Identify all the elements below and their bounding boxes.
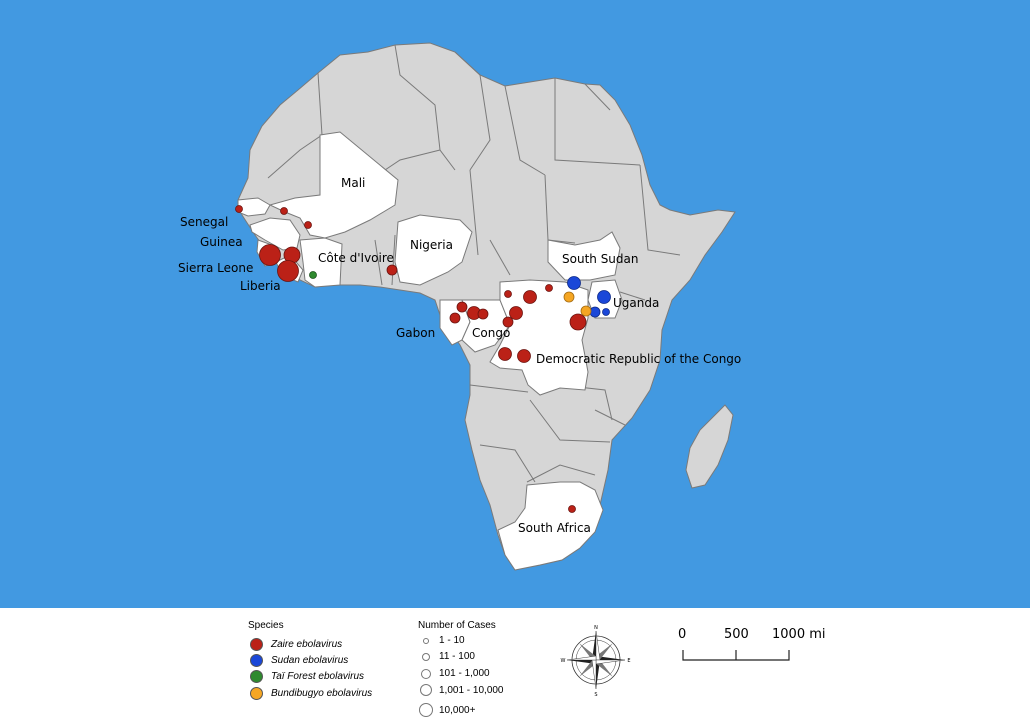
cases-label: 101 - 1,000 <box>439 668 490 679</box>
compass-n: N <box>594 625 598 631</box>
marker-zaire <box>569 313 587 331</box>
marker-zaire <box>456 301 468 313</box>
marker-zaire <box>523 290 537 304</box>
marker-sudan <box>567 276 581 290</box>
country-south-sudan <box>547 231 621 281</box>
marker-zaire <box>509 306 523 320</box>
marker-zaire <box>386 264 398 276</box>
marker-tai <box>309 271 317 279</box>
cases-legend-title: Number of Cases <box>418 620 496 631</box>
label-guinea: Guinea <box>200 235 243 249</box>
marker-zaire <box>517 349 531 363</box>
marker-zaire <box>277 260 299 282</box>
marker-sudan <box>589 306 601 318</box>
label-senegal: Senegal <box>180 215 228 229</box>
tai-swatch <box>250 669 263 683</box>
country-labels: Mali Senegal Guinea Sierra Leone Liberia… <box>178 176 741 535</box>
country-nigeria <box>394 214 473 286</box>
marker-zaire <box>449 312 461 324</box>
cases-label: 1,001 - 10,000 <box>439 684 504 696</box>
marker-zaire <box>502 316 514 328</box>
scale-label-500: 500 <box>724 627 749 642</box>
label-mali: Mali <box>341 176 365 190</box>
marker-zaire <box>477 308 489 320</box>
madagascar <box>685 404 734 489</box>
cases-row: 1 - 10 <box>420 635 465 646</box>
marker-sudan <box>597 290 611 304</box>
marker-zaire <box>568 505 576 513</box>
marker-zaire <box>504 290 512 298</box>
cases-label: 10,000+ <box>439 704 476 716</box>
species-label: Sudan ebolavirus <box>271 654 349 666</box>
marker-zaire <box>304 221 312 229</box>
size-swatch <box>422 652 430 661</box>
zaire-swatch <box>250 637 263 651</box>
size-swatch <box>421 668 431 679</box>
species-label: Zaire ebolavirus <box>271 638 343 650</box>
marker-bundibugyo <box>580 305 592 317</box>
country-mali <box>268 131 399 239</box>
marker-sudan <box>602 308 610 316</box>
cases-row: 101 - 1,000 <box>420 668 490 679</box>
species-sudan: Sudan ebolavirus <box>250 652 348 668</box>
label-nigeria: Nigeria <box>410 238 453 252</box>
species-label: Taï Forest ebolavirus <box>271 670 365 682</box>
species-tai: Taï Forest ebolavirus <box>250 668 364 684</box>
label-liberia: Liberia <box>240 279 281 293</box>
outbreak-markers <box>235 205 611 513</box>
marker-zaire <box>235 205 243 213</box>
scale-bar <box>682 650 790 661</box>
species-legend-title: Species <box>248 620 284 631</box>
label-south-sudan: South Sudan <box>562 252 639 266</box>
label-congo: Congo <box>472 326 510 340</box>
cases-label: 1 - 10 <box>439 635 465 646</box>
marker-zaire <box>498 347 512 361</box>
species-bundibugyo: Bundibugyo ebolavirus <box>250 685 372 701</box>
compass-s: S <box>594 692 597 697</box>
marker-zaire <box>545 284 553 292</box>
size-swatch <box>420 684 432 696</box>
bundibugyo-swatch <box>250 686 263 700</box>
marker-bundibugyo <box>563 291 575 303</box>
label-cote-divoire: Côte d'Ivoire <box>318 251 394 265</box>
label-gabon: Gabon <box>396 326 435 340</box>
compass-rose-icon: N S E W <box>561 625 631 697</box>
label-uganda: Uganda <box>613 296 659 310</box>
scale-label-1000: 1000 mi <box>772 627 826 642</box>
compass-w: W <box>561 658 566 664</box>
species-zaire: Zaire ebolavirus <box>250 636 342 652</box>
sudan-swatch <box>250 653 263 667</box>
cases-row: 10,000+ <box>419 703 476 717</box>
marker-zaire <box>280 207 288 215</box>
compass-e: E <box>627 658 630 664</box>
country-guinea <box>249 217 301 251</box>
scale-label-0: 0 <box>678 627 687 642</box>
country-south-africa <box>497 481 604 571</box>
legend-area <box>0 608 1030 723</box>
cases-label: 11 - 100 <box>439 651 475 662</box>
species-label: Bundibugyo ebolavirus <box>271 687 373 699</box>
label-drc: Democratic Republic of the Congo <box>536 352 741 366</box>
cases-row: 1,001 - 10,000 <box>420 684 504 696</box>
size-swatch <box>419 703 433 717</box>
map: Mali Senegal Guinea Sierra Leone Liberia… <box>0 0 1030 608</box>
label-sierra-leone: Sierra Leone <box>178 261 253 275</box>
size-swatch <box>423 637 429 644</box>
marker-zaire <box>259 244 281 266</box>
cases-row: 11 - 100 <box>420 651 475 662</box>
label-south-africa: South Africa <box>518 521 591 535</box>
